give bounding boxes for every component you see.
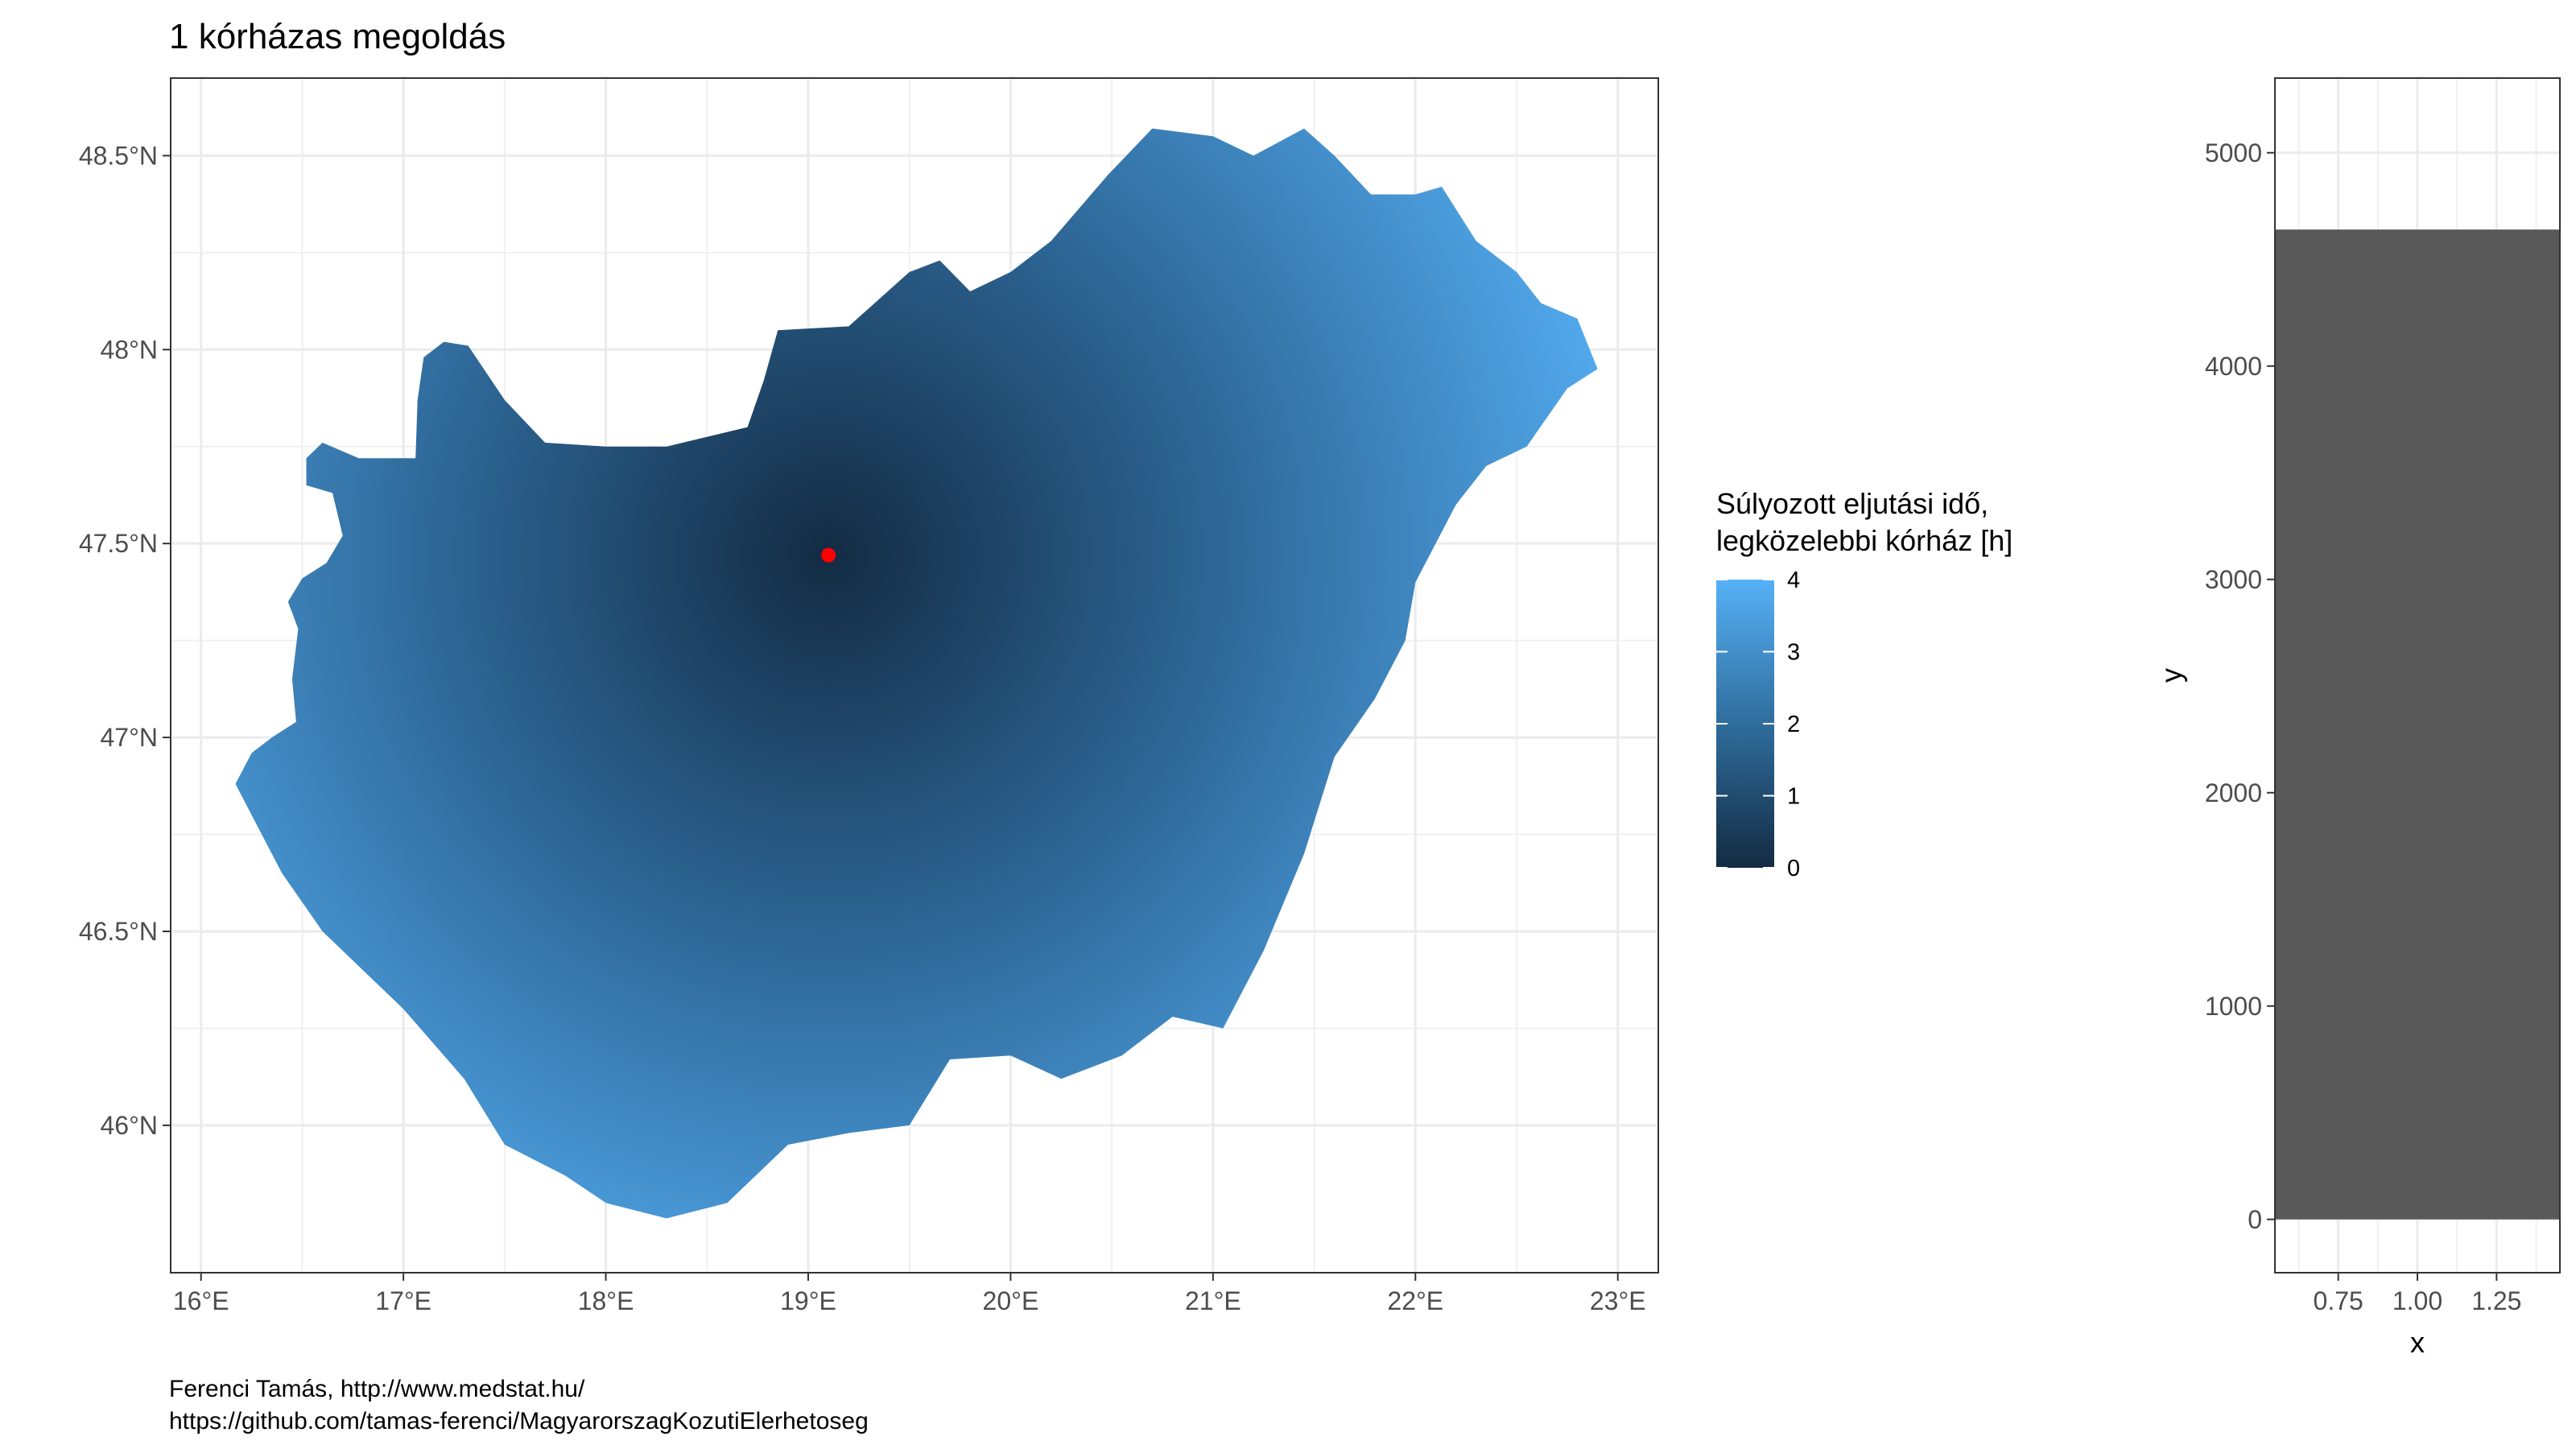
chart-title: 1 kórházas megoldás <box>169 17 506 56</box>
map-panel-border <box>170 77 1659 1274</box>
map-panel: 16°E 17°E 18°E 19°E 20°E 21°E 22°E 23°E 46°N 46.… <box>79 77 1659 1315</box>
bar-y-tick-label: 2000 <box>2205 778 2262 807</box>
bar-y-tick-label: 3000 <box>2205 565 2262 594</box>
bar-x-axis-title: x <box>2410 1326 2425 1359</box>
legend: Súlyozott eljutási idő, legközelebbi kór… <box>1716 487 2013 881</box>
caption-line-2: https://github.com/tamas-ferenci/Magyaro… <box>169 1408 869 1435</box>
bar-y-axis: 0 1000 2000 3000 4000 5000 <box>2205 138 2275 1234</box>
map-x-tick-label: 21°E <box>1185 1286 1241 1315</box>
map-x-tick-label: 17°E <box>375 1286 431 1315</box>
bar-y-axis-title: y <box>2155 668 2188 683</box>
map-y-tick-label: 47.5°N <box>79 529 158 558</box>
legend-label: 3 <box>1787 640 1800 666</box>
hospital-point <box>821 547 836 563</box>
map-x-tick-label: 23°E <box>1590 1286 1646 1315</box>
bar-x-tick-label: 0.75 <box>2314 1286 2363 1315</box>
bar-y-tick-label: 0 <box>2248 1205 2262 1234</box>
map-y-tick-label: 48°N <box>101 335 159 364</box>
bar-panel: 0.75 1.00 1.25 0 1000 2000 3000 4000 5000 x y <box>2155 77 2561 1359</box>
bar <box>2275 229 2560 1220</box>
map-x-tick-label: 20°E <box>983 1286 1039 1315</box>
bar-x-axis: 0.75 1.00 1.25 <box>2314 1273 2521 1315</box>
bar-x-tick-label: 1.00 <box>2392 1286 2442 1315</box>
map-x-tick-label: 19°E <box>780 1286 836 1315</box>
map-y-tick-label: 47°N <box>101 723 159 752</box>
bar-y-tick-label: 1000 <box>2205 992 2262 1021</box>
bar-y-tick-label: 5000 <box>2205 138 2262 167</box>
legend-label: 0 <box>1787 856 1800 881</box>
legend-label: 1 <box>1787 784 1800 810</box>
legend-title-line-2: legközelebbi kórház [h] <box>1716 524 2013 557</box>
map-y-tick-label: 46°N <box>101 1111 159 1140</box>
map-y-tick-label: 46.5°N <box>79 917 158 946</box>
legend-title-line-1: Súlyozott eljutási idő, <box>1716 487 1988 520</box>
map-y-tick-label: 48.5°N <box>79 141 158 170</box>
caption-line-1: Ferenci Tamás, http://www.medstat.hu/ <box>169 1376 585 1402</box>
bar-x-tick-label: 1.25 <box>2471 1286 2521 1315</box>
map-x-tick-label: 18°E <box>578 1286 634 1315</box>
map-y-axis: 46°N 46.5°N 47°N 47.5°N 48°N 48.5°N <box>79 141 171 1140</box>
legend-label: 4 <box>1787 568 1800 593</box>
legend-label: 2 <box>1787 712 1800 737</box>
map-x-tick-label: 22°E <box>1387 1286 1443 1315</box>
legend-ticks: 4 3 2 1 0 <box>1716 568 1800 881</box>
map-x-axis: 16°E 17°E 18°E 19°E 20°E 21°E 22°E 23°E <box>173 1273 1646 1315</box>
hungary-travel-time-surface <box>235 128 1598 1219</box>
bar-y-tick-label: 4000 <box>2205 352 2262 381</box>
map-x-tick-label: 16°E <box>173 1286 229 1315</box>
